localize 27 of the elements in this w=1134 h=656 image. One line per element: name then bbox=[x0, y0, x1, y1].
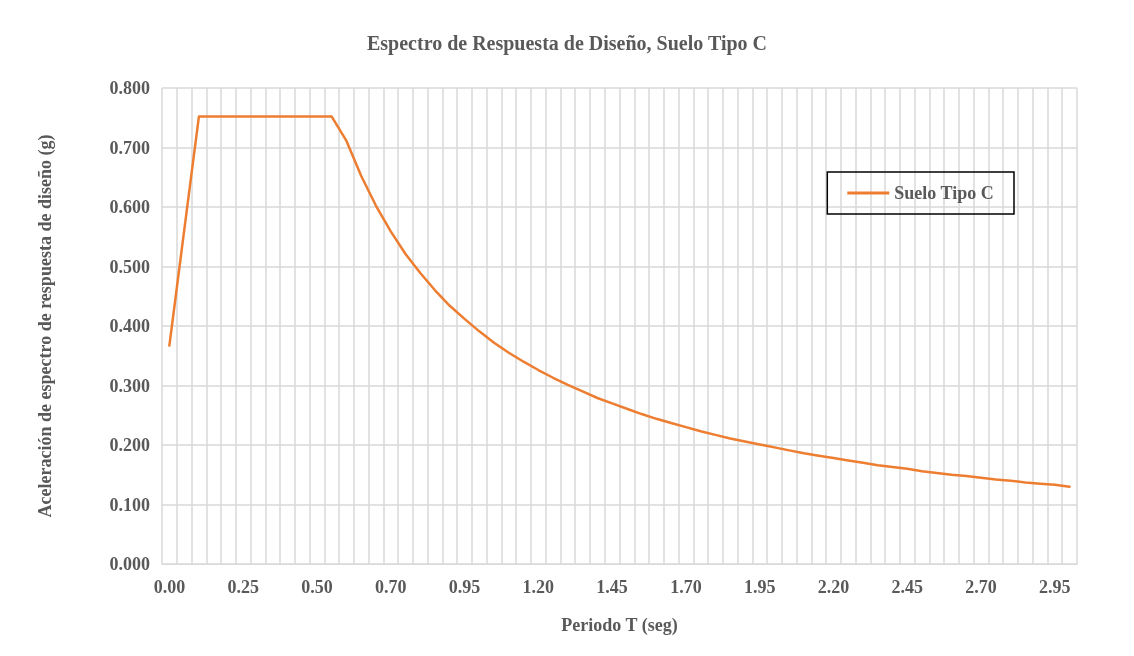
x-axis-title: Periodo T (seg) bbox=[561, 615, 678, 636]
y-tick-label: 0.800 bbox=[109, 78, 150, 98]
y-tick-label: 0.700 bbox=[109, 137, 150, 158]
y-axis-title: Aceleración de espectro de respuesta de diseño (g) bbox=[35, 134, 56, 518]
chart-title: Espectro de Respuesta de Diseño, Suelo Tipo C bbox=[366, 32, 768, 55]
x-tick-label: 2.45 bbox=[891, 577, 924, 597]
y-tick-label: 0.200 bbox=[109, 435, 150, 455]
legend-label: Suelo Tipo C bbox=[894, 183, 994, 203]
x-tick-label: 1.95 bbox=[743, 577, 776, 597]
x-tick-label: 0.25 bbox=[227, 577, 259, 597]
y-tick-label: 0.600 bbox=[109, 197, 150, 217]
x-tick-label: 2.20 bbox=[817, 577, 850, 597]
y-tick-label: 0.100 bbox=[109, 494, 150, 515]
y-tick-label: 0.300 bbox=[109, 375, 150, 396]
x-tick-label: 2.70 bbox=[965, 577, 997, 597]
x-tick-label: 0.70 bbox=[375, 577, 407, 597]
x-tick-label: 0.50 bbox=[301, 577, 333, 597]
x-tick-label: 0.95 bbox=[448, 577, 481, 597]
x-tick-label: 2.95 bbox=[1039, 577, 1071, 597]
x-tick-label: 1.70 bbox=[670, 577, 702, 597]
y-tick-label: 0.400 bbox=[109, 316, 150, 336]
y-tick-label: 0.500 bbox=[109, 256, 150, 277]
x-tick-label: 0.00 bbox=[153, 577, 186, 597]
line-series bbox=[168, 115, 1071, 488]
x-tick-label: 1.45 bbox=[596, 577, 628, 597]
y-tick-label: 0.000 bbox=[109, 554, 150, 574]
x-tick-label: 1.20 bbox=[522, 577, 555, 597]
